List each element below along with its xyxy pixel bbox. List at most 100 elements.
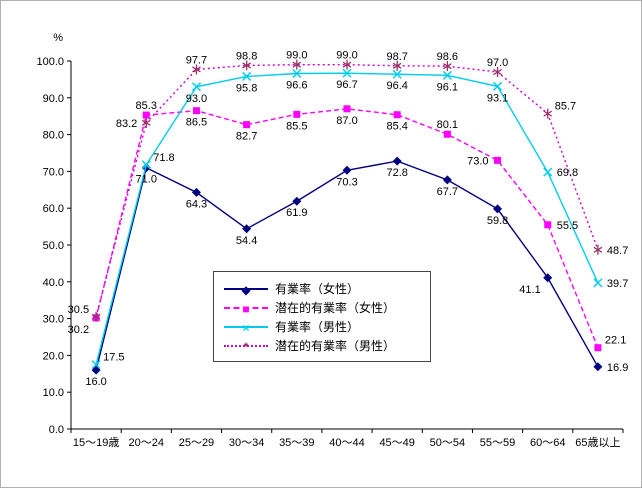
series-data-labels-3: 30.5 83.2 97.7 98.8 99.0 99.0 98.7 98.6 97.0 85.7… [68, 50, 629, 316]
asterisk-marker-icon: * [243, 339, 249, 354]
x-tick-label: 25～29 [179, 437, 214, 449]
x-tick-label: 45～49 [379, 437, 414, 449]
data-label: 98.7 [386, 51, 407, 63]
data-label: 69.8 [557, 167, 578, 179]
square-marker-icon [544, 221, 552, 229]
asterisk-marker-icon [392, 60, 402, 71]
series-data-labels-1: 30.2 85.3 86.5 82.7 85.5 87.0 85.4 80.1 73.0 55.5… [68, 100, 627, 347]
x-tick-label: 65歳以上 [575, 436, 620, 449]
data-label: 72.8 [386, 167, 407, 179]
y-tick-label: 20.0 [43, 350, 64, 362]
x-marker-icon [242, 71, 252, 81]
data-label: 85.5 [286, 120, 307, 132]
data-label: 71.8 [153, 152, 174, 164]
data-label: 93.1 [487, 92, 508, 104]
y-axis-unit-label: % [53, 32, 63, 44]
square-marker-icon [494, 156, 502, 164]
data-label: 54.4 [236, 235, 257, 247]
data-label: 96.1 [437, 81, 458, 93]
series-line-3 [91, 59, 603, 322]
y-tick-label: 90.0 [43, 93, 64, 105]
y-axis-labels: 0.0 10.0 20.0 30.0 40.0 50.0 60.0 70.0 80.0 90.0 1… [36, 32, 64, 436]
diamond-marker-icon [493, 204, 503, 214]
data-label: 96.6 [286, 80, 307, 92]
legend-item-3: * 潜在的有業率（男性） [224, 336, 420, 355]
y-tick-label: 60.0 [43, 203, 64, 215]
legend-line-sample: ◆ [224, 284, 268, 296]
data-label: 80.1 [437, 119, 458, 131]
x-marker-icon: × [242, 320, 250, 335]
data-label: 83.2 [116, 118, 137, 130]
x-marker-icon [442, 70, 452, 80]
data-label: 64.3 [186, 198, 207, 210]
diamond-marker-icon [342, 165, 352, 175]
data-label: 67.7 [437, 186, 458, 198]
x-marker-icon [191, 82, 201, 92]
data-label: 61.9 [286, 207, 307, 219]
y-tick-label: 10.0 [43, 387, 64, 399]
square-marker-icon [192, 107, 200, 115]
x-marker-icon [593, 278, 603, 288]
data-label: 96.7 [336, 79, 357, 91]
square-marker-icon [293, 110, 301, 118]
data-label: 73.0 [467, 155, 488, 167]
data-label: 16.0 [85, 376, 106, 388]
data-label: 93.0 [186, 93, 207, 105]
x-marker-icon [292, 68, 302, 79]
square-marker-icon [594, 344, 602, 352]
data-label: 97.7 [186, 54, 207, 66]
legend-label: 有業率（女性） [275, 282, 360, 296]
x-axis-labels: 15～19歳 20～24 25～29 30～34 35～39 40～44 45～49 50～5… [73, 436, 621, 449]
asterisk-marker-icon [242, 60, 251, 71]
diamond-marker-icon [593, 362, 603, 372]
series-line-0 [91, 156, 603, 375]
diamond-marker-icon [141, 163, 151, 173]
diamond-marker-icon: ◆ [241, 282, 251, 297]
chart-legend: ◆ 有業率（女性） ■ 潜在的有業率（女性） × 有業率（男性） * 潜在的有業率（男性） [213, 271, 431, 362]
data-label: 30.2 [68, 324, 89, 336]
x-marker-icon [342, 68, 352, 78]
legend-item-1: ■ 潜在的有業率（女性） [224, 298, 420, 317]
square-marker-icon [243, 121, 251, 129]
square-marker-icon: ■ [242, 301, 250, 316]
data-label: 85.3 [136, 100, 157, 112]
data-label: 85.4 [386, 121, 407, 133]
data-label: 39.7 [607, 278, 628, 290]
data-label: 99.0 [336, 50, 357, 62]
asterisk-marker-icon [593, 244, 603, 255]
data-label: 97.0 [487, 57, 508, 69]
x-marker-icon [141, 160, 151, 170]
diamond-marker-icon [191, 187, 201, 197]
diamond-marker-icon [442, 175, 452, 185]
legend-label: 潜在的有業率（女性） [275, 301, 396, 315]
legend-label: 潜在的有業率（男性） [275, 339, 396, 353]
data-label: 85.7 [555, 101, 576, 113]
asterisk-marker-icon [292, 59, 302, 70]
data-label: 30.5 [68, 304, 89, 316]
y-tick-label: 30.0 [43, 314, 64, 326]
x-marker-icon [493, 81, 503, 91]
x-tick-label: 30～34 [229, 437, 264, 449]
asterisk-marker-icon [543, 108, 553, 119]
asterisk-marker-icon [443, 61, 452, 72]
y-tick-label: 100.0 [36, 56, 64, 68]
series-data-labels-2: 17.5 71.8 93.0 95.8 96.6 96.7 96.4 96.1 93.1 69.8… [103, 79, 628, 363]
legend-label: 有業率（男性） [275, 320, 360, 334]
data-label: 48.7 [607, 245, 628, 257]
axes [67, 60, 624, 433]
diamond-marker-icon [392, 156, 402, 166]
data-label: 55.5 [557, 220, 578, 232]
legend-line-sample: ■ [224, 303, 268, 315]
x-tick-label: 20～24 [129, 437, 164, 449]
asterisk-marker-icon [192, 64, 201, 75]
series-data-labels-0: 16.0 71.0 64.3 54.4 61.9 70.3 72.8 67.7 59.8 41.1… [85, 167, 628, 388]
y-tick-label: 70.0 [43, 166, 64, 178]
x-marker-icon [392, 69, 402, 79]
data-label: 22.1 [605, 335, 626, 347]
square-marker-icon [142, 111, 150, 119]
data-label: 82.7 [236, 131, 257, 143]
data-label: 95.8 [236, 82, 257, 94]
x-tick-label: 40～44 [329, 437, 364, 449]
